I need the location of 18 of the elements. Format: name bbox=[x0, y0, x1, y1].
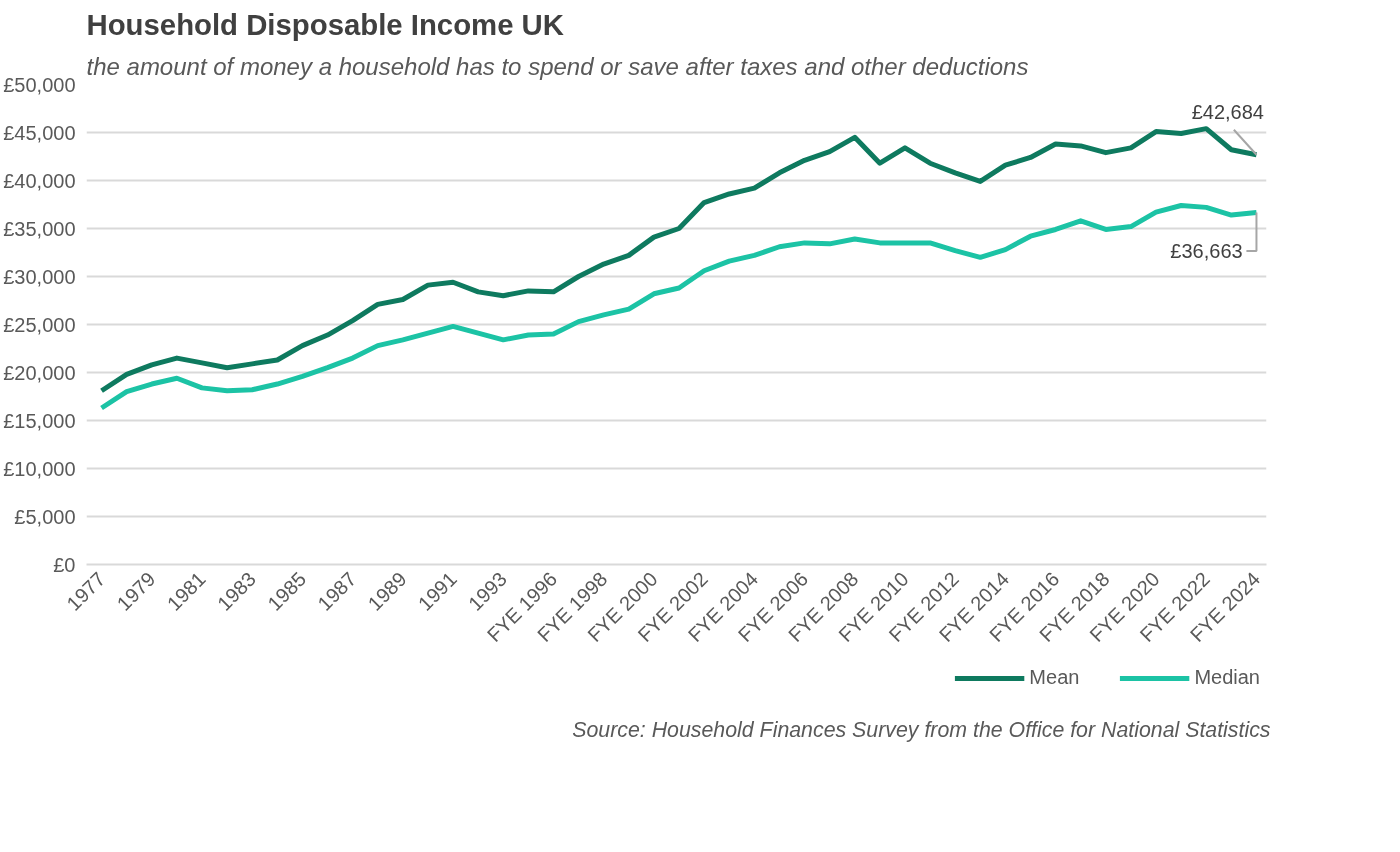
chart-subtitle: the amount of money a household has to spend or save after taxes and other deductions bbox=[86, 52, 1029, 80]
y-tick-label: £40,000 bbox=[3, 169, 76, 192]
y-tick-label: £15,000 bbox=[3, 409, 76, 432]
annotation: £36,663 bbox=[1170, 239, 1243, 262]
annotation: £42,684 bbox=[1191, 101, 1264, 124]
y-tick-label: £20,000 bbox=[3, 361, 76, 384]
y-tick-label: £50,000 bbox=[3, 73, 76, 96]
y-tick-label: £10,000 bbox=[3, 457, 76, 480]
y-tick-label: £35,000 bbox=[3, 217, 76, 240]
legend-label: Mean bbox=[1029, 666, 1080, 689]
y-tick-label: £0 bbox=[53, 553, 76, 576]
y-tick-label: £25,000 bbox=[3, 313, 76, 336]
y-tick-label: £45,000 bbox=[3, 121, 76, 144]
y-tick-label: £5,000 bbox=[14, 505, 76, 528]
source-note: Source: Household Finances Survey from the Office for National Statistics bbox=[572, 717, 1271, 742]
legend-label: Median bbox=[1194, 666, 1260, 689]
y-tick-label: £30,000 bbox=[3, 265, 76, 288]
chart-title: Household Disposable Income UK bbox=[86, 7, 564, 41]
